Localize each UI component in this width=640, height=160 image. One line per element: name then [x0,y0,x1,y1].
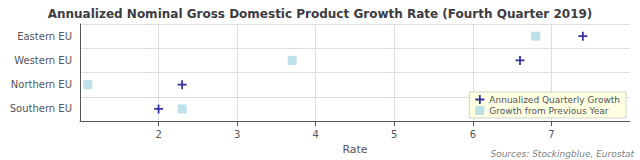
svg-text:6: 6 [470,129,476,140]
svg-text:Rate: Rate [342,143,367,156]
svg-text:5: 5 [391,129,397,140]
svg-text:7: 7 [548,129,554,140]
svg-text:Southern EU: Southern EU [10,103,72,114]
svg-text:Growth from Previous Year: Growth from Previous Year [489,106,608,116]
svg-text:Annualized Quarterly Growth: Annualized Quarterly Growth [489,95,620,105]
svg-text:Western EU: Western EU [14,55,72,66]
svg-text:Eastern EU: Eastern EU [17,31,72,42]
svg-text:2: 2 [155,129,161,140]
svg-text:Annualized Nominal Gross Domes: Annualized Nominal Gross Domestic Produc… [48,7,593,21]
svg-text:3: 3 [234,129,240,140]
svg-text:Northern EU: Northern EU [11,79,72,90]
svg-text:Sources: Stockingblue, Eurosta: Sources: Stockingblue, Eurostat [490,149,634,159]
svg-text:4: 4 [313,129,319,140]
